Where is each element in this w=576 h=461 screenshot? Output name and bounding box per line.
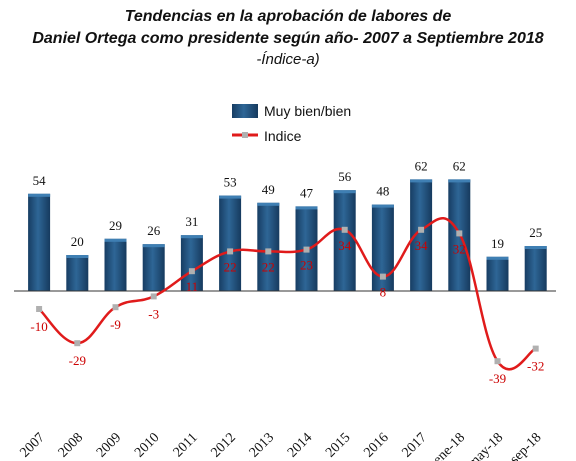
bar-sep-18: [524, 246, 547, 291]
bar-label-2011: 31: [185, 214, 198, 229]
indice-label-2012: 22: [224, 259, 237, 274]
bar-2008: [66, 255, 89, 291]
indice-marker-2016: [379, 273, 386, 280]
bar-top-2013: [257, 202, 280, 206]
legend-line-marker: [242, 132, 248, 138]
indice-marker-2008: [74, 340, 81, 347]
legend-bar-swatch: [232, 104, 258, 118]
bar-label-ene-18: 62: [453, 158, 466, 173]
x-tick-2008: 2008: [56, 430, 86, 460]
bar-top-2017: [410, 179, 433, 183]
bar-label-2012: 53: [224, 175, 237, 190]
bar-label-2010: 26: [147, 223, 161, 238]
bar-2007: [28, 193, 51, 291]
bar-label-2016: 48: [376, 184, 389, 199]
x-tick-2017: 2017: [400, 430, 430, 460]
indice-label-2017: 34: [415, 238, 429, 253]
indice-marker-2012: [227, 248, 234, 255]
bar-label-2014: 47: [300, 185, 314, 200]
bar-2011: [180, 235, 203, 291]
indice-label-ene-18: 32: [453, 241, 466, 256]
bar-top-2016: [371, 204, 394, 208]
x-tick-2009: 2009: [94, 430, 124, 460]
indice-label-2013: 22: [262, 259, 275, 274]
bar-2016: [371, 204, 394, 291]
indice-marker-2015: [341, 226, 348, 233]
bar-top-sep-18: [524, 246, 547, 249]
chart-title-line-2: Daniel Ortega como presidente según año-…: [32, 30, 544, 47]
x-tick-2010: 2010: [132, 430, 162, 460]
x-tick-may-18: may-18: [465, 430, 506, 461]
bar-top-may-18: [486, 256, 509, 260]
bar-label-may-18: 19: [491, 236, 504, 251]
x-tick-2015: 2015: [323, 430, 353, 460]
bar-2010: [142, 244, 165, 291]
bar-top-2011: [180, 235, 203, 239]
indice-marker-sep-18: [532, 345, 539, 352]
x-tick-sep-18: sep-18: [508, 430, 545, 461]
bar-2017: [410, 179, 433, 291]
indice-marker-2013: [265, 248, 272, 255]
indice-marker-may-18: [494, 358, 501, 365]
indice-marker-ene-18: [456, 230, 463, 237]
indice-label-2007: -10: [30, 319, 47, 334]
bar-top-2009: [104, 238, 127, 242]
indice-marker-2010: [150, 293, 157, 300]
chart-title-block: Tendencias en la aprobación de labores d…: [0, 6, 576, 70]
x-tick-2007: 2007: [18, 430, 48, 460]
bar-2012: [219, 195, 242, 291]
bar-2015: [333, 190, 356, 291]
legend-line-label: Indice: [264, 128, 302, 144]
indice-label-2009: -9: [110, 317, 121, 332]
chart-title-line-1: Tendencias en la aprobación de labores d…: [124, 8, 452, 25]
indice-label-may-18: -39: [489, 371, 506, 386]
indice-label-2015: 34: [338, 238, 352, 253]
bar-top-2014: [295, 206, 318, 210]
bar-label-2008: 20: [71, 234, 84, 249]
x-tick-2013: 2013: [247, 430, 277, 460]
bar-top-2007: [28, 193, 51, 197]
bar-label-2009: 29: [109, 218, 122, 233]
bar-label-2017: 62: [415, 158, 428, 173]
bar-top-2008: [66, 255, 89, 258]
indice-marker-2014: [303, 246, 310, 253]
bar-label-2007: 54: [33, 173, 47, 188]
indice-marker-2007: [36, 306, 43, 312]
bar-2009: [104, 238, 127, 291]
legend-bar-label: Muy bien/bien: [264, 103, 351, 119]
bar-label-sep-18: 25: [529, 225, 542, 240]
bar-top-2012: [219, 195, 242, 199]
indice-label-sep-18: -32: [527, 359, 544, 374]
bar-top-2015: [333, 190, 356, 194]
legend: Muy bien/bien Indice: [232, 103, 351, 144]
x-tick-ene-18: ene-18: [431, 430, 469, 461]
bar-top-ene-18: [448, 179, 471, 183]
indice-marker-2009: [112, 304, 119, 311]
indice-marker-2011: [188, 268, 195, 275]
bar-2013: [257, 202, 280, 291]
indice-label-2008: -29: [69, 353, 86, 368]
bar-label-2013: 49: [262, 182, 275, 197]
chart-subtitle: -Índice-a): [256, 51, 320, 68]
x-tick-2011: 2011: [171, 430, 201, 460]
x-tick-2012: 2012: [209, 430, 239, 460]
x-tick-2016: 2016: [361, 430, 391, 460]
indice-marker-2017: [418, 226, 425, 233]
bar-may-18: [486, 256, 509, 291]
bar-label-2015: 56: [338, 169, 352, 184]
x-tick-2014: 2014: [285, 430, 315, 460]
bar-top-2010: [142, 244, 165, 248]
indice-label-2014: 23: [300, 258, 313, 273]
indice-label-2011: 11: [186, 279, 199, 294]
indice-label-2010: -3: [148, 306, 159, 321]
indice-label-2016: 8: [380, 285, 387, 300]
